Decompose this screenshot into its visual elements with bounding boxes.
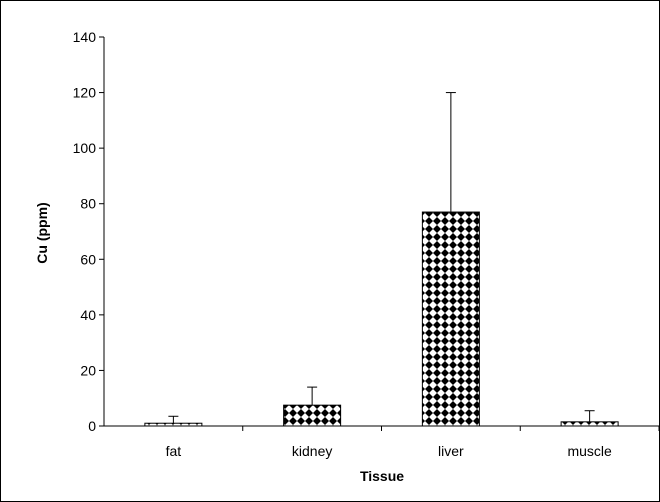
y-axis-title: Cu (ppm): [34, 202, 50, 263]
y-tick-label: 20: [80, 362, 96, 378]
x-tick-label-fat: fat: [166, 443, 182, 459]
y-axis-ticks: 0 20 40 60 80 100 120 140: [73, 29, 104, 434]
y-tick-label: 140: [73, 29, 97, 45]
x-axis-ticks: fat kidney liver muscle: [166, 426, 659, 459]
y-tick-label: 60: [80, 251, 96, 267]
x-tick-label-muscle: muscle: [567, 443, 612, 459]
y-tick-label: 120: [73, 85, 97, 101]
bar-muscle: [560, 421, 619, 427]
bars: [144, 211, 619, 427]
x-tick-label-kidney: kidney: [292, 443, 332, 459]
bar-kidney: [283, 404, 342, 427]
error-bars: [168, 92, 595, 424]
y-tick-label: 100: [73, 140, 97, 156]
x-axis-title: Tissue: [360, 468, 404, 484]
y-tick-label: 40: [80, 307, 96, 323]
x-tick-label-liver: liver: [438, 443, 464, 459]
y-tick-label: 0: [88, 418, 96, 434]
y-tick-label: 80: [80, 196, 96, 212]
bar-liver: [421, 211, 480, 427]
